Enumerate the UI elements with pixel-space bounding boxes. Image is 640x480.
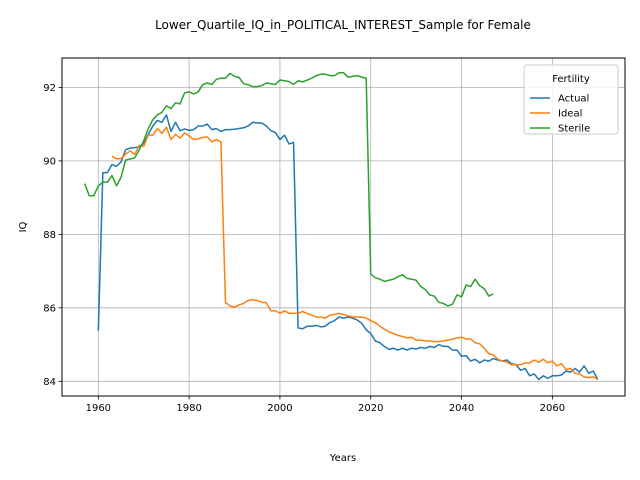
y-axis-label: IQ [18,221,29,232]
legend-items: Actual Ideal Sterile [530,94,590,135]
x-tick-label: 1960 [86,403,111,414]
x-tick-label: 2000 [267,403,292,414]
x-tick-label: 2020 [358,403,383,414]
axis-ticks: 1960 1980 2000 2020 2040 2060 84 86 88 90 92 [43,83,565,414]
x-tick-label: 2060 [540,403,565,414]
legend-label-actual: Actual [558,94,589,105]
y-tick-label: 90 [43,156,56,167]
legend-label-sterile: Sterile [558,124,590,135]
legend-box [523,64,619,135]
x-tick-label: 1980 [176,403,201,414]
y-tick-label: 88 [43,230,56,241]
x-tick-label: 2040 [449,403,474,414]
legend: Fertility Actual Ideal Sterile [523,64,619,135]
y-tick-label: 84 [43,377,56,388]
series-line-sterile [83,71,494,307]
legend-label-ideal: Ideal [558,109,582,120]
series-lines [83,71,599,381]
legend-title: Fertility [552,74,590,85]
y-tick-label: 92 [43,83,56,94]
chart-title: Lower_Quartile_IQ_in_POLITICAL_INTEREST_… [155,18,531,32]
y-tick-label: 86 [43,303,56,314]
x-axis-label: Years [329,453,356,464]
series-line-ideal [111,126,599,381]
plot-area-frame [61,57,626,397]
